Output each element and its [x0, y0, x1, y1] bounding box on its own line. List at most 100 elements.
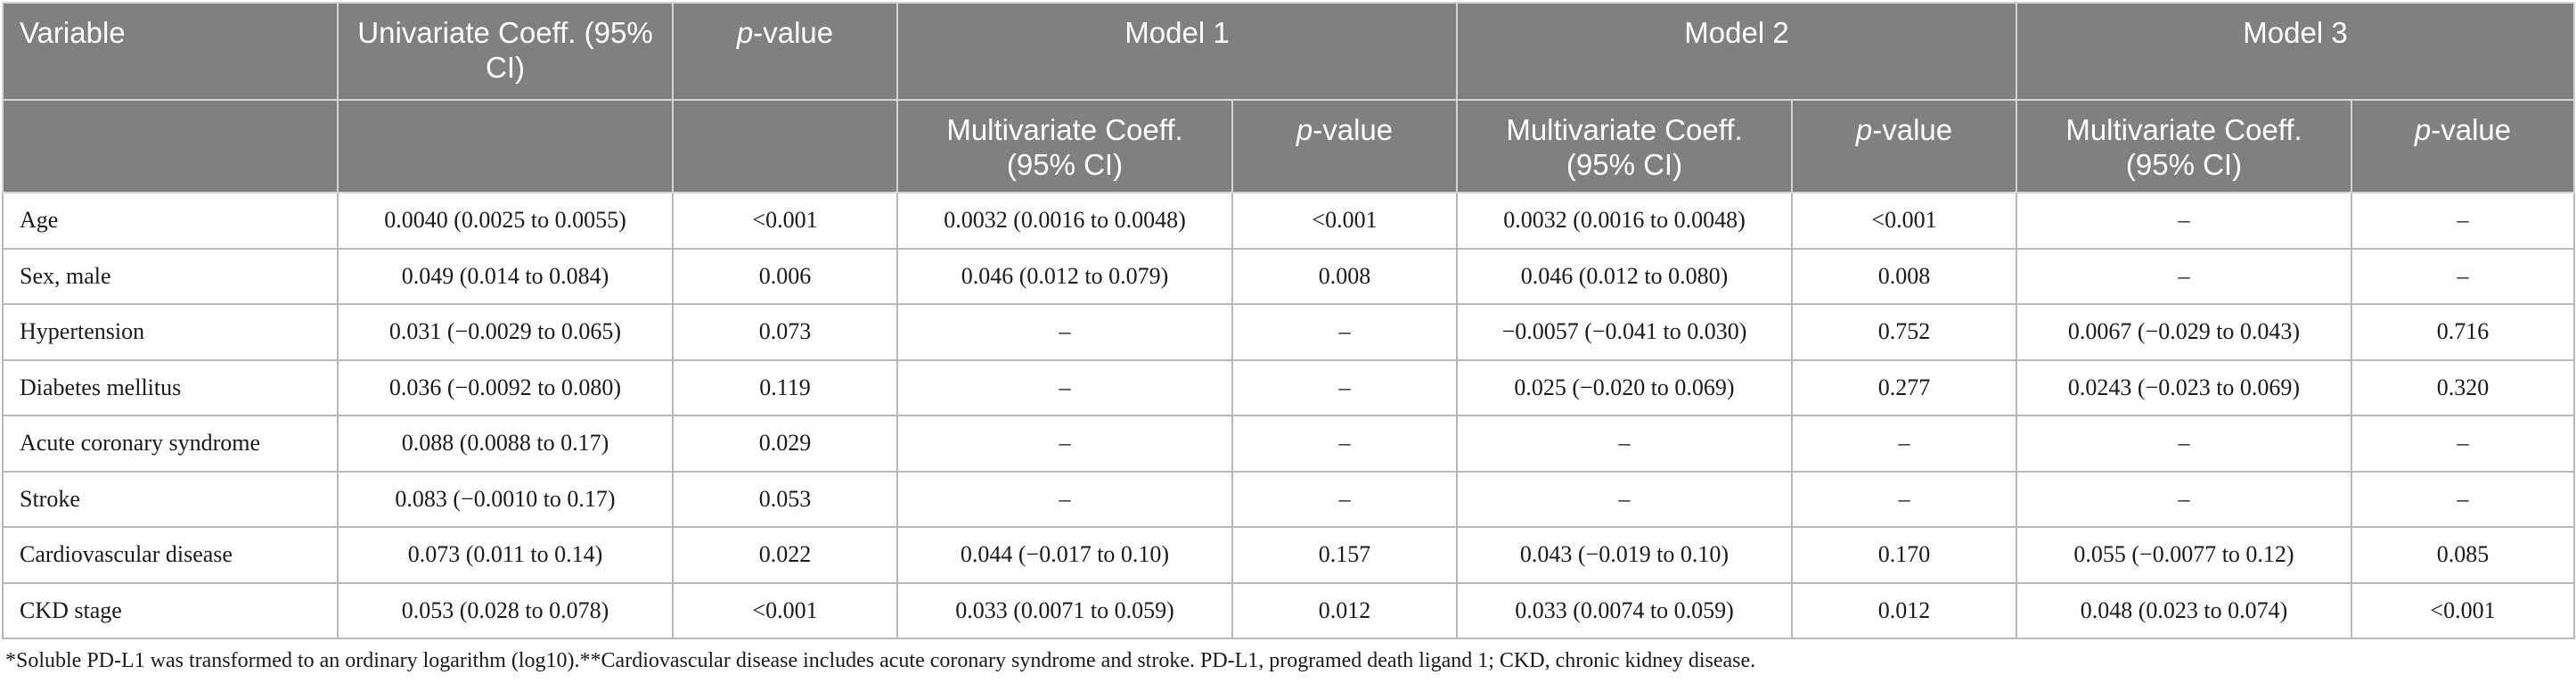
cell-m3-coef: –	[2016, 192, 2352, 250]
cell-m1-coef: –	[896, 470, 1233, 528]
cell-m1-p: –	[1231, 415, 1458, 473]
cell-uni-coef: 0.083 (−0.0010 to 0.17)	[337, 470, 674, 528]
cell-m2-coef: 0.043 (−0.019 to 0.10)	[1456, 526, 1793, 584]
cell-m1-coef: –	[896, 415, 1233, 473]
cell-m1-p: –	[1231, 303, 1458, 361]
cell-variable: Sex, male	[2, 247, 339, 305]
cell-uni-coef: 0.0040 (0.0025 to 0.0055)	[337, 192, 674, 250]
cell-m3-coef: 0.055 (−0.0077 to 0.12)	[2016, 526, 2352, 584]
pvalue-italic-p: p	[1855, 113, 1873, 146]
table-row: Diabetes mellitus 0.036 (−0.0092 to 0.08…	[2, 358, 2575, 416]
pvalue-suffix: -value	[1872, 113, 1953, 146]
cell-m2-p: 0.170	[1791, 526, 2017, 584]
cell-variable: Diabetes mellitus	[2, 358, 339, 416]
cell-m3-coef: –	[2016, 247, 2352, 305]
cell-m1-p: –	[1231, 470, 1458, 528]
cell-variable: Age	[2, 192, 339, 250]
cell-m2-p: –	[1791, 470, 2017, 528]
cell-m2-p: 0.752	[1791, 303, 2017, 361]
table-row: CKD stage 0.053 (0.028 to 0.078) <0.001 …	[2, 581, 2575, 639]
cell-m3-coef: 0.0243 (−0.023 to 0.069)	[2016, 358, 2352, 416]
cell-m1-coef: –	[896, 358, 1233, 416]
table-body: Age 0.0040 (0.0025 to 0.0055) <0.001 0.0…	[2, 192, 2575, 639]
cell-m2-coef: –	[1456, 470, 1793, 528]
cell-m2-coef: 0.0032 (0.0016 to 0.0048)	[1456, 192, 1793, 250]
header-m2-pvalue: p-value	[1791, 99, 2017, 193]
header-m3-pvalue: p-value	[2351, 99, 2575, 193]
header-m2-coeff: Multivariate Coeff. (95% CI)	[1456, 99, 1793, 193]
cell-uni-coef: 0.053 (0.028 to 0.078)	[337, 581, 674, 639]
cell-m3-coef: –	[2016, 415, 2352, 473]
header-row-sub: Multivariate Coeff. (95% CI) p-value Mul…	[2, 99, 2575, 193]
cell-m1-coef: –	[896, 303, 1233, 361]
cell-m2-p: 0.008	[1791, 247, 2017, 305]
header-model-2: Model 2	[1456, 2, 2017, 101]
cell-m2-p: 0.277	[1791, 358, 2017, 416]
cell-uni-p: 0.073	[672, 303, 898, 361]
cell-m3-coef: –	[2016, 470, 2352, 528]
cell-m2-coef: 0.046 (0.012 to 0.080)	[1456, 247, 1793, 305]
cell-variable: Cardiovascular disease	[2, 526, 339, 584]
table-row: Cardiovascular disease 0.073 (0.011 to 0…	[2, 526, 2575, 584]
pvalue-suffix: -value	[1313, 113, 1394, 146]
header-univariate-pvalue: p-value	[672, 2, 898, 101]
header-model-3: Model 3	[2016, 2, 2575, 101]
cell-m3-p: –	[2351, 470, 2575, 528]
pvalue-italic-p: p	[1296, 113, 1313, 146]
table-row: Hypertension 0.031 (−0.0029 to 0.065) 0.…	[2, 303, 2575, 361]
cell-uni-p: <0.001	[672, 581, 898, 639]
header-empty-2	[337, 99, 674, 193]
cell-m1-coef: 0.044 (−0.017 to 0.10)	[896, 526, 1233, 584]
cell-uni-p: 0.053	[672, 470, 898, 528]
cell-m1-coef: 0.0032 (0.0016 to 0.0048)	[896, 192, 1233, 250]
cell-m1-coef: 0.033 (0.0071 to 0.059)	[896, 581, 1233, 639]
header-m1-coeff: Multivariate Coeff. (95% CI)	[896, 99, 1233, 193]
cell-m3-p: <0.001	[2351, 581, 2575, 639]
header-empty-1	[2, 99, 339, 193]
cell-m2-coef: 0.025 (−0.020 to 0.069)	[1456, 358, 1793, 416]
cell-m3-p: –	[2351, 415, 2575, 473]
cell-m1-p: 0.008	[1231, 247, 1458, 305]
cell-m3-p: 0.716	[2351, 303, 2575, 361]
cell-m2-coef: −0.0057 (−0.041 to 0.030)	[1456, 303, 1793, 361]
pvalue-italic-p: p	[2414, 113, 2432, 146]
cell-uni-coef: 0.031 (−0.0029 to 0.065)	[337, 303, 674, 361]
header-m1-pvalue: p-value	[1231, 99, 1458, 193]
cell-m3-p: –	[2351, 192, 2575, 250]
cell-m2-coef: –	[1456, 415, 1793, 473]
table-header: Variable Univariate Coeff. (95% CI) p-va…	[2, 2, 2575, 193]
header-m3-coeff: Multivariate Coeff. (95% CI)	[2016, 99, 2352, 193]
cell-uni-coef: 0.073 (0.011 to 0.14)	[337, 526, 674, 584]
pvalue-suffix: -value	[2431, 113, 2512, 146]
cell-uni-p: 0.029	[672, 415, 898, 473]
cell-m2-p: –	[1791, 415, 2017, 473]
cell-variable: Hypertension	[2, 303, 339, 361]
cell-m3-p: 0.085	[2351, 526, 2575, 584]
table-footnote: *Soluble PD-L1 was transformed to an ord…	[5, 649, 1756, 672]
cell-m3-p: 0.320	[2351, 358, 2575, 416]
table-row: Acute coronary syndrome 0.088 (0.0088 to…	[2, 415, 2575, 473]
cell-m2-coef: 0.033 (0.0074 to 0.059)	[1456, 581, 1793, 639]
regression-table: Variable Univariate Coeff. (95% CI) p-va…	[2, 2, 2575, 639]
header-univariate-coeff: Univariate Coeff. (95% CI)	[337, 2, 674, 101]
pvalue-italic-p: p	[736, 16, 754, 49]
cell-variable: Stroke	[2, 470, 339, 528]
header-row-top: Variable Univariate Coeff. (95% CI) p-va…	[2, 2, 2575, 101]
cell-m3-p: –	[2351, 247, 2575, 305]
table-row: Sex, male 0.049 (0.014 to 0.084) 0.006 0…	[2, 247, 2575, 305]
cell-m3-coef: 0.0067 (−0.029 to 0.043)	[2016, 303, 2352, 361]
cell-m1-p: 0.012	[1231, 581, 1458, 639]
cell-m2-p: <0.001	[1791, 192, 2017, 250]
table-row: Stroke 0.083 (−0.0010 to 0.17) 0.053 – –…	[2, 470, 2575, 528]
cell-m2-p: 0.012	[1791, 581, 2017, 639]
cell-uni-coef: 0.088 (0.0088 to 0.17)	[337, 415, 674, 473]
cell-uni-p: 0.022	[672, 526, 898, 584]
cell-m3-coef: 0.048 (0.023 to 0.074)	[2016, 581, 2352, 639]
cell-m1-p: 0.157	[1231, 526, 1458, 584]
cell-uni-p: 0.006	[672, 247, 898, 305]
cell-uni-p: 0.119	[672, 358, 898, 416]
cell-m1-p: –	[1231, 358, 1458, 416]
cell-m1-p: <0.001	[1231, 192, 1458, 250]
header-model-1: Model 1	[896, 2, 1458, 101]
pvalue-suffix: -value	[753, 16, 834, 49]
